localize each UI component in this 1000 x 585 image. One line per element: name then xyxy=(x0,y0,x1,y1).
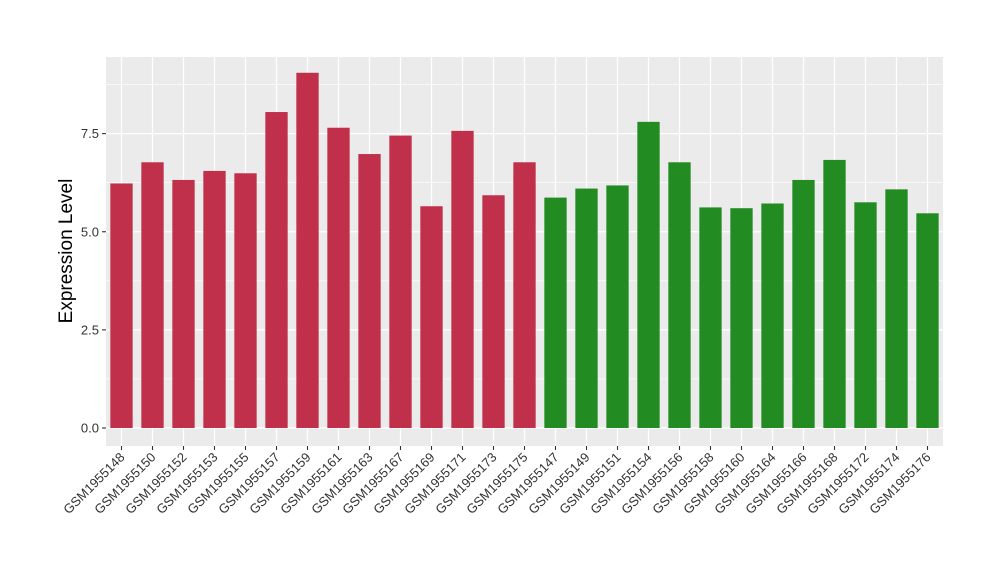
bar-GSM1955164 xyxy=(761,203,784,428)
y-tick-label: 7.5 xyxy=(81,126,99,141)
bar-GSM1955150 xyxy=(141,162,164,428)
bar-GSM1955169 xyxy=(420,206,443,428)
bar-GSM1955161 xyxy=(327,127,350,429)
bar-GSM1955154 xyxy=(637,121,660,428)
bars xyxy=(110,72,939,429)
bar-GSM1955156 xyxy=(668,162,691,428)
x-axis: GSM1955148GSM1955150GSM1955152GSM1955153… xyxy=(60,446,934,517)
bar-GSM1955175 xyxy=(513,162,536,428)
bar-GSM1955155 xyxy=(234,173,257,428)
bar-GSM1955157 xyxy=(265,112,288,428)
bar-GSM1955149 xyxy=(575,188,598,428)
bar-GSM1955176 xyxy=(916,213,939,428)
y-tick-label: 5.0 xyxy=(81,224,99,239)
bar-GSM1955151 xyxy=(606,185,629,428)
bar-GSM1955167 xyxy=(389,135,412,428)
bar-GSM1955158 xyxy=(699,207,722,428)
y-axis: 0.0 2.5 5.0 7.5 xyxy=(81,126,106,436)
bar-GSM1955173 xyxy=(482,195,505,428)
bar-GSM1955147 xyxy=(544,197,567,428)
bar-GSM1955168 xyxy=(823,159,846,429)
bar-GSM1955148 xyxy=(110,183,133,428)
y-tick-label: 0.0 xyxy=(81,421,99,436)
bar-GSM1955171 xyxy=(451,130,474,428)
bar-GSM1955172 xyxy=(854,202,877,428)
bar-GSM1955159 xyxy=(296,72,319,428)
y-tick-label: 2.5 xyxy=(81,322,99,337)
bar-GSM1955160 xyxy=(730,208,753,428)
bar-GSM1955152 xyxy=(172,179,195,428)
bar-GSM1955153 xyxy=(203,170,226,428)
bar-GSM1955174 xyxy=(885,189,908,428)
bar-GSM1955166 xyxy=(792,179,815,428)
y-axis-label: Expression Level xyxy=(56,179,77,324)
bar-GSM1955163 xyxy=(358,154,381,428)
